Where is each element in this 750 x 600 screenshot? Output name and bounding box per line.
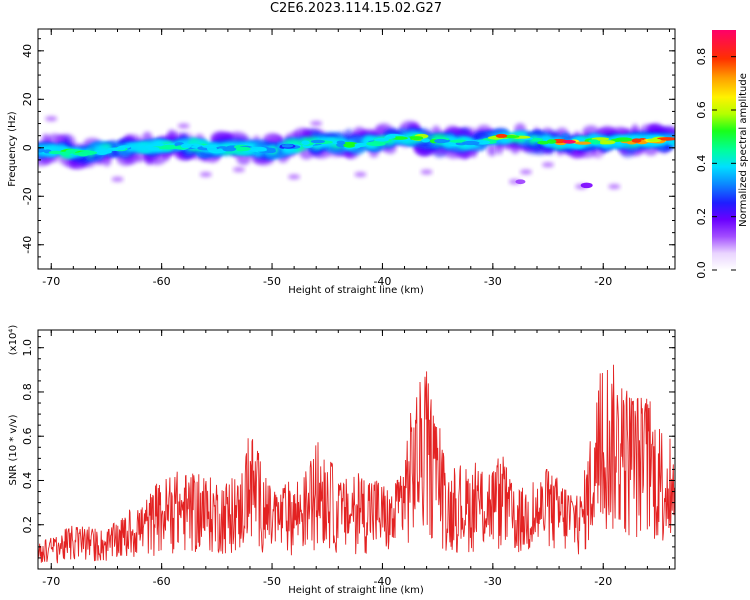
spectrum-core [267,148,276,154]
spectrum-core [434,138,448,144]
spectrum-band [126,144,149,153]
spectrum-core [107,147,120,151]
colorbar-tick-label: 0.0 [695,261,708,279]
spectrum-core [343,142,356,148]
colorbar-tick-label: 0.8 [695,48,708,66]
spectrum-outlier [310,121,323,126]
chart-title: C2E6.2023.114.15.02.G27 [269,1,443,16]
spectrum-core [354,143,367,147]
spectrum-outlier [199,172,212,177]
spectrum-core [631,138,642,143]
spectrum-xtick-label: -50 [263,275,281,288]
snr-frame [37,329,676,570]
spectrum-xlabel: Height of straight line (km) [288,285,424,296]
spectrum-core [602,140,616,145]
spectrum-core [657,137,675,141]
snr-ytick-label: 0.2 [21,516,34,534]
spectrum-core [461,140,480,146]
spectrum-core [222,147,236,152]
colorbar: 0.0 0.2 0.4 0.6 0.8 Normalized spectral ampl… [695,30,749,279]
spectrum-ytick-label: 20 [21,92,34,106]
spectrum-core [38,148,45,153]
spectrum-core [310,139,325,144]
spectrum-xtick-label: -70 [42,275,60,288]
spectrum-core [301,140,310,146]
snr-xtick-label: -60 [153,575,171,588]
spectrum-core [647,138,662,142]
spectrum-ytick-label: 0 [21,144,34,151]
spectrum-frame [37,28,676,270]
spectrum-core [410,136,424,141]
spectrum-core [575,141,592,145]
spectrum-core [590,140,601,145]
colorbar-tick-label: 0.6 [695,101,708,119]
spectrum-core [421,138,430,143]
spectrum-outlier [608,184,621,190]
spectrum-core [384,135,396,140]
spectrum-core [202,144,218,149]
spectrum-outlier [111,176,124,182]
snr-xtick-label: -20 [594,575,612,588]
snr-xtick-label: -30 [484,575,502,588]
spectrum-core [252,148,268,152]
spectrum-core [236,147,245,152]
snr-ylabel: SNR (10 * v/v) [8,414,19,485]
spectrum-outlier [232,167,245,173]
spectrum-core [614,137,633,142]
spectrum-xtick-label: -60 [153,275,171,288]
spectrum-core [495,133,508,138]
snr-ytick-label: 1.0 [21,339,34,357]
colorbar-label: Normalized spectral amplitude [738,73,749,227]
spectrum-outlier [177,123,190,129]
spectrum-core [374,137,390,142]
snr-panel: -70 -60 -50 -40 -30 -20 0.2 0.4 0.6 0.8 1.0 Height… [8,325,676,596]
spectrum-core [531,138,544,142]
spectrum-outlier [515,179,526,185]
spectrum-xtick-label: -40 [373,275,391,288]
colorbar-tick-label: 0.2 [695,208,708,226]
spectrum-outlier [420,169,433,175]
spectrum-core [79,150,98,155]
spectrum-core [562,139,576,144]
spectrum-core [147,146,160,151]
spectrum-core [180,143,192,149]
spectrum-xtick-label: -30 [484,275,502,288]
spectrum-core [60,151,71,156]
colorbar-gradient [712,30,736,270]
spectrum-core [537,140,549,145]
snr-xtick-label: -40 [373,575,391,588]
spectrum-core [281,144,294,148]
spectrum-outlier [542,162,554,168]
spectrum-outlier [288,174,301,180]
spectrum-core [48,150,63,155]
colorbar-tick-label: 0.4 [695,155,708,173]
spectrum-ytick-label: 40 [21,44,34,58]
spectrum-outlier [45,116,58,122]
spectrum-ylabel: Frequency (Hz) [7,111,18,187]
spectrum-outlier [520,169,532,175]
spectrum-ytick-label: -20 [21,187,34,205]
spectrum-ytick-label: -40 [21,236,34,254]
spectrum-outlier [354,172,367,177]
spectrum-core [95,149,112,154]
snr-ytick-label: 0.4 [21,472,34,490]
spectrum-panel: -70 -60 -50 -40 -30 -20 -40 -20 0 20 40 Height of … [7,28,676,296]
snr-ytick-label: 0.6 [21,427,34,445]
spectrum-outlier [580,182,593,189]
spectrum-halo [487,143,497,157]
spectrum-core [366,141,386,147]
snr-series-line [38,364,675,564]
snr-ytick-label: 0.8 [21,383,34,401]
spectrum-core [336,140,345,144]
snr-scale-label: (x10⁴) [8,325,19,356]
spectrum-xtick-label: -20 [594,275,612,288]
snr-xtick-label: -70 [42,575,60,588]
spectrum-core [546,139,557,144]
snr-xlabel: Height of straight line (km) [288,585,424,596]
snr-xtick-label: -50 [263,575,281,588]
